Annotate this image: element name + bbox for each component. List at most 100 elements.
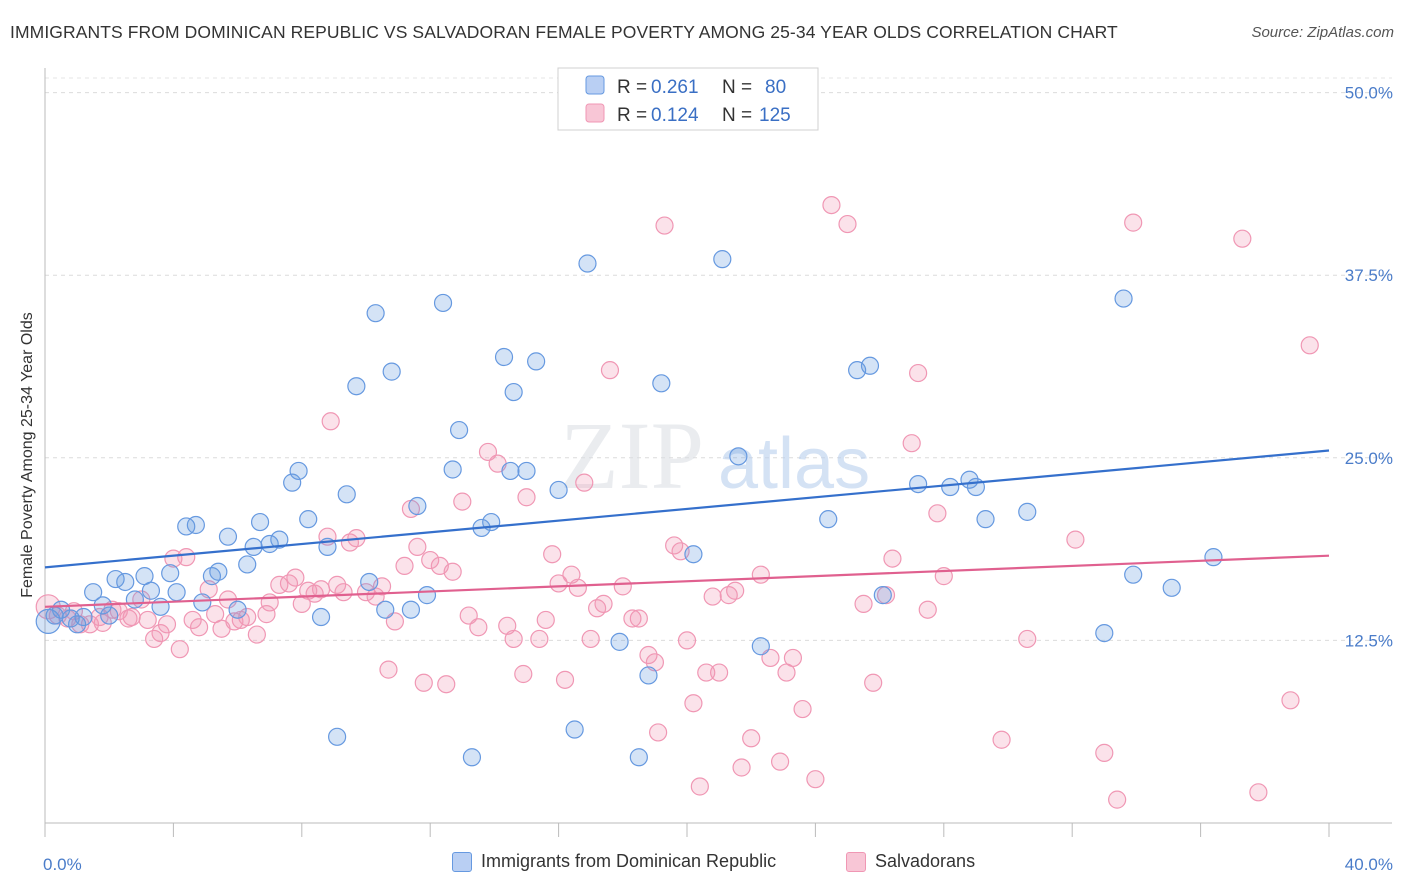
dominican-point-4 (67, 615, 87, 634)
dominican-point-74 (976, 510, 995, 529)
dominican-point-46 (449, 420, 469, 440)
salvadoran-point-78 (600, 361, 620, 380)
salvadoran-point-75 (581, 629, 600, 649)
legend-swatch-dominican (585, 75, 605, 95)
dominican-point-52 (504, 382, 523, 402)
dominican-point-35 (337, 485, 356, 504)
salvadoran-point-34 (286, 568, 305, 587)
dominican-point-56 (565, 720, 584, 739)
dominican-point-19 (193, 593, 212, 612)
dominican-point-11 (125, 590, 144, 609)
salvadoran-point-64 (504, 629, 523, 649)
salvadoran-point-68 (536, 610, 555, 630)
salvadoran-point-102 (783, 648, 803, 668)
legend-swatch-salvadoran-bottom (846, 851, 866, 872)
dominican-point-58 (610, 632, 629, 651)
salvadoran-point-31 (260, 593, 279, 612)
salvadoran-trend-line (44, 554, 1330, 608)
chart-title: IMMIGRANTS FROM DOMINICAN REPUBLIC VS SA… (10, 22, 1118, 42)
salvadoran-point-52 (408, 537, 427, 557)
dominican-point-16 (167, 583, 186, 602)
dominican-point-23 (228, 600, 247, 619)
salvadoran-point-103 (793, 699, 812, 719)
salvadoran-point-30 (257, 605, 276, 624)
legend-label-dominican: Immigrants from Dominican Republic (481, 851, 777, 871)
salvadoran-point-40 (321, 412, 340, 431)
salvadoran-point-97 (742, 729, 761, 748)
dominican-trend-line (44, 449, 1330, 569)
salvadoran-point-65 (514, 664, 533, 684)
salvadoran-point-54 (421, 550, 440, 570)
salvadoran-point-20 (183, 610, 202, 630)
salvadoran-point-96 (732, 758, 751, 777)
salvadoran-point-98 (751, 565, 770, 584)
watermark-zip: ZIP (560, 402, 704, 509)
salvadoran-point-73 (568, 578, 587, 597)
salvadoran-point-71 (555, 670, 575, 689)
salvadoran-point-104 (806, 770, 825, 789)
dominican-point-28 (270, 530, 289, 549)
legend-item-salvadoran: Salvadorans (846, 851, 975, 872)
legend-n-label-1: N = (722, 77, 752, 98)
dominican-point-22 (218, 527, 238, 546)
salvadoran-point-110 (883, 549, 902, 568)
dominican-point-64 (729, 447, 748, 466)
dominican-point-65 (751, 637, 770, 656)
salvadoran-point-89 (684, 694, 703, 713)
salvadoran-point-80 (623, 609, 642, 628)
salvadoran-point-112 (909, 363, 928, 383)
salvadoran-point-79 (613, 577, 632, 596)
salvadoran-point-120 (1108, 790, 1127, 809)
salvadoran-point-11 (122, 607, 141, 627)
dominican-point-79 (1162, 578, 1181, 597)
salvadoran-point-85 (655, 216, 674, 235)
source-credit: Source: ZipAtlas.com (1251, 24, 1394, 41)
dominican-point-13 (141, 581, 161, 600)
salvadoran-point-106 (838, 214, 857, 234)
dominican-point-17 (177, 517, 196, 536)
y-tick-label-2: 37.5% (1345, 266, 1393, 285)
y-tick-label-0: 12.5% (1345, 631, 1393, 650)
salvadoran-point-88 (677, 631, 697, 650)
salvadoran-point-117 (1018, 629, 1037, 649)
dominican-point-39 (376, 600, 395, 619)
salvadoran-points (35, 195, 1319, 809)
legend-swatch-salvadoran (585, 103, 605, 123)
salvadoran-point-90 (690, 777, 709, 796)
axes (44, 68, 1392, 837)
salvadoran-point-60 (469, 618, 488, 637)
salvadoran-point-111 (902, 434, 921, 453)
salvadoran-point-28 (238, 607, 257, 627)
salvadoran-point-93 (709, 663, 729, 682)
salvadoran-point-107 (854, 594, 873, 613)
legend-n-value-2: 125 (759, 105, 791, 126)
y-tick-label-3: 50.0% (1345, 84, 1393, 103)
x-tick-label-0: 0.0% (43, 855, 82, 874)
legend-r-value-2: 0.124 (651, 105, 699, 126)
salvadoran-point-118 (1066, 530, 1085, 549)
dominican-point-43 (417, 586, 437, 605)
dominican-point-38 (366, 304, 385, 323)
salvadoran-point-56 (437, 675, 456, 694)
dominican-point-44 (433, 293, 453, 313)
watermark: ZIP atlas (560, 402, 870, 509)
salvadoran-point-50 (395, 556, 414, 576)
salvadoran-point-105 (822, 195, 841, 215)
x-tick-label-1: 40.0% (1345, 855, 1393, 874)
dominican-point-70 (909, 474, 928, 494)
legend-r-label-1: R = (617, 77, 647, 98)
dominican-point-40 (382, 362, 401, 381)
salvadoran-point-81 (629, 609, 648, 628)
dominican-point-80 (1204, 548, 1223, 567)
salvadoran-point-8 (103, 600, 122, 619)
watermark-atlas: atlas (718, 424, 870, 504)
dominican-point-76 (1095, 623, 1114, 643)
salvadoran-point-18 (170, 640, 189, 659)
salvadoran-point-66 (517, 488, 536, 507)
dominican-point-6 (84, 583, 103, 602)
dominican-point-30 (289, 461, 308, 481)
dominican-point-71 (941, 477, 960, 497)
salvadoran-point-95 (726, 581, 745, 600)
salvadoran-point-119 (1095, 743, 1114, 762)
series-legend: Immigrants from Dominican Republic Salva… (0, 851, 1406, 879)
